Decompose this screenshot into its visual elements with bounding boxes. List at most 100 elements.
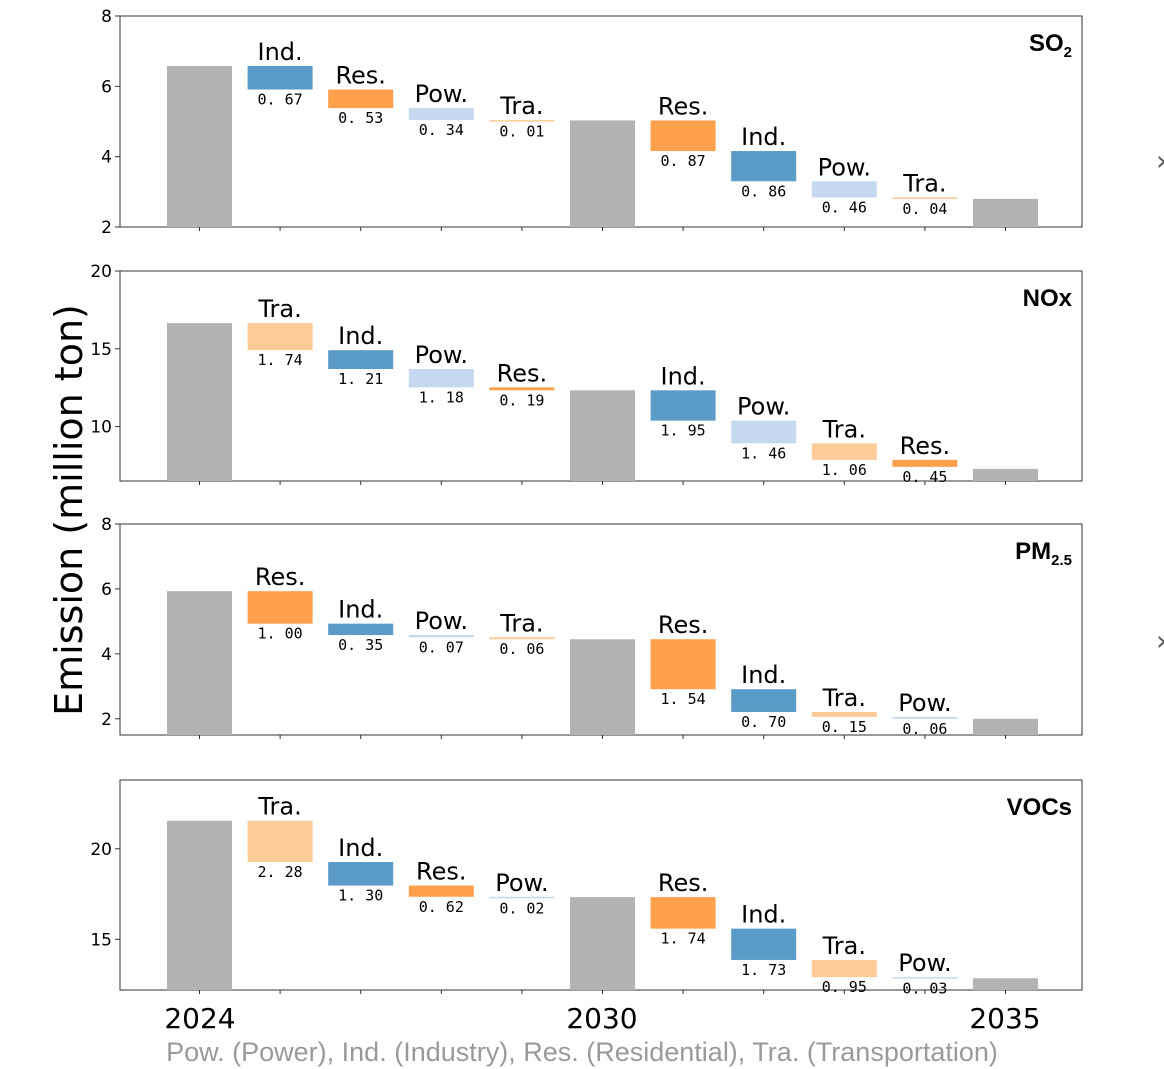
value-label: 1. 73 <box>741 961 786 979</box>
value-label: 1. 74 <box>258 351 303 369</box>
sector-label: Ind. <box>661 362 706 390</box>
reduction-bar <box>731 420 797 444</box>
sector-label: Pow. <box>898 689 951 717</box>
sector-label: Res. <box>658 869 709 897</box>
reduction-bar <box>247 591 313 624</box>
total-bar <box>973 198 1038 227</box>
y-tick-label: 10 <box>90 418 112 438</box>
sector-label: Res. <box>416 858 467 886</box>
panel-3: 15 20 VOCs Tra. 2. 28 Ind. 1. 30 Res. 0. 62 Pow. 0… <box>90 779 1083 998</box>
reduction-bar <box>650 120 716 152</box>
reduction-bar <box>408 635 474 638</box>
sector-label: Pow. <box>415 80 468 108</box>
sector-label: Ind. <box>338 596 383 624</box>
y-tick-label: 8 <box>101 7 112 27</box>
panel-2: 2 4 6 8 PM2.5 Res. 1. 00 Ind. 0. 35 Pow. 0. 07 Tra.… <box>101 515 1083 739</box>
reduction-bar <box>408 108 474 121</box>
y-tick-label: 15 <box>90 340 112 360</box>
reduction-bar <box>489 120 555 122</box>
sector-label: Ind. <box>741 123 786 151</box>
panel-title: NOx <box>1023 285 1073 312</box>
panel-title: PM2.5 <box>1015 538 1072 569</box>
reduction-bar <box>650 390 716 421</box>
total-bar <box>973 468 1038 481</box>
y-tick-label: 2 <box>101 218 112 238</box>
total-bar <box>167 323 232 481</box>
sector-label: Tra. <box>822 932 866 960</box>
sector-label: Pow. <box>898 949 951 977</box>
total-bar <box>570 897 635 990</box>
sector-label: Res. <box>497 359 548 387</box>
value-label: 0. 62 <box>419 898 464 916</box>
value-label: 1. 00 <box>258 625 303 643</box>
reduction-bar <box>811 959 877 978</box>
reduction-bar <box>328 623 394 636</box>
sector-label: Tra. <box>499 609 543 637</box>
sector-label: Tra. <box>499 92 543 120</box>
sector-label: Res. <box>658 611 709 639</box>
panels-group: 2 4 6 8 SO2 Ind. 0. 67 Res. 0. 53 Pow. 0. 34 Tra. 0.… <box>90 7 1083 998</box>
y-axis-label: Emission (million ton) <box>47 304 91 716</box>
footnote: Pow. (Power), Ind. (Industry), Res. (Res… <box>166 1037 998 1067</box>
sector-label: Res. <box>255 563 306 591</box>
value-label: 0. 45 <box>902 468 947 486</box>
reduction-bar <box>489 387 555 391</box>
sector-label: Res. <box>900 432 951 460</box>
value-label: 0. 03 <box>902 980 947 998</box>
total-bar <box>570 639 635 735</box>
sector-label: Tra. <box>822 684 866 712</box>
value-label: 1. 74 <box>661 930 706 948</box>
chevron-right-icon: › <box>1156 144 1164 177</box>
value-label: 1. 18 <box>419 388 464 406</box>
value-label: 0. 34 <box>419 121 464 139</box>
total-bar <box>973 978 1038 990</box>
reduction-bar <box>328 350 394 369</box>
sector-label: Pow. <box>818 153 871 181</box>
value-label: 0. 46 <box>822 198 867 216</box>
reduction-bar <box>731 151 797 182</box>
value-label: 0. 04 <box>902 200 947 218</box>
value-label: 0. 95 <box>822 978 867 996</box>
reduction-bar <box>650 897 716 929</box>
total-bar <box>167 820 232 990</box>
sector-label: Ind. <box>741 901 786 929</box>
sector-label: Res. <box>335 61 386 89</box>
reduction-bar <box>247 323 313 351</box>
reduction-bar <box>328 862 394 886</box>
value-label: 0. 19 <box>499 391 544 409</box>
sector-label: Ind. <box>338 834 383 862</box>
total-bar <box>167 65 232 227</box>
panel-title: VOCs <box>1007 794 1072 821</box>
value-label: 0. 06 <box>902 720 947 738</box>
value-label: 1. 46 <box>741 444 786 462</box>
reduction-bar <box>489 896 555 899</box>
y-tick-label: 15 <box>90 930 112 950</box>
y-tick-label: 4 <box>101 645 112 665</box>
reduction-bar <box>650 639 716 690</box>
value-label: 0. 86 <box>741 182 786 200</box>
sector-label: Tra. <box>822 415 866 443</box>
y-tick-label: 20 <box>90 262 112 282</box>
chevron-right-icon: › <box>1156 624 1164 657</box>
value-label: 1. 30 <box>338 887 383 905</box>
y-tick-label: 8 <box>101 515 112 535</box>
value-label: 0. 01 <box>499 123 544 141</box>
panel-0: 2 4 6 8 SO2 Ind. 0. 67 Res. 0. 53 Pow. 0. 34 Tra. 0.… <box>101 7 1083 238</box>
sector-label: Pow. <box>737 393 790 421</box>
total-bar <box>570 390 635 481</box>
x-tick-2024: 2024 <box>164 1002 235 1035</box>
y-tick-label: 20 <box>90 840 112 860</box>
sector-label: Ind. <box>258 38 303 66</box>
value-label: 0. 67 <box>258 90 303 108</box>
reduction-bar <box>247 65 313 90</box>
total-bar <box>167 591 232 735</box>
sector-label: Ind. <box>741 661 786 689</box>
value-label: 0. 02 <box>499 899 544 917</box>
y-tick-label: 2 <box>101 710 112 730</box>
sector-label: Tra. <box>902 169 946 197</box>
value-label: 1. 06 <box>822 461 867 479</box>
reduction-bar <box>892 977 958 979</box>
value-label: 0. 70 <box>741 713 786 731</box>
value-label: 0. 35 <box>338 636 383 654</box>
